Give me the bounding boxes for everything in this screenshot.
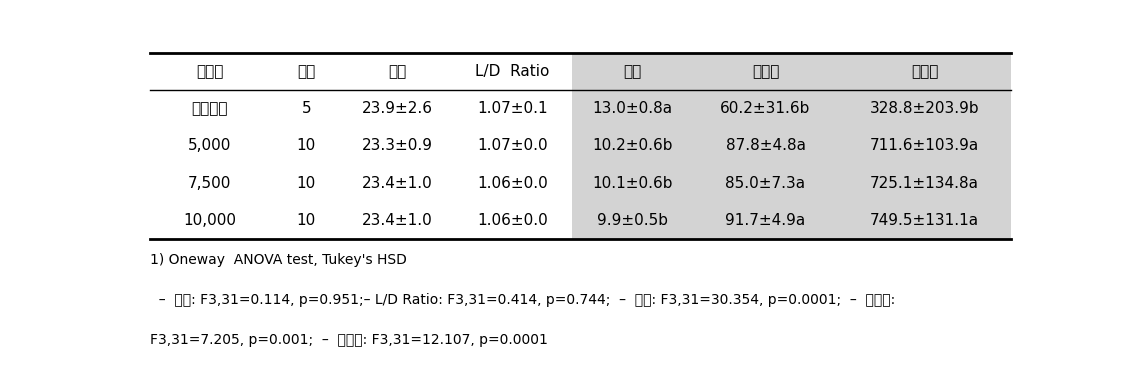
Text: F3,31=7.205, p=0.001;  –  종자수: F3,31=12.107, p=0.0001: F3,31=7.205, p=0.001; – 종자수: F3,31=12.10…: [150, 333, 547, 347]
Text: 91.7±4.9a: 91.7±4.9a: [725, 213, 805, 228]
Text: L/D  Ratio: L/D Ratio: [475, 64, 549, 79]
Text: 85.0±7.3a: 85.0±7.3a: [725, 175, 805, 191]
Text: 10: 10: [297, 138, 316, 154]
Text: 수정률: 수정률: [752, 64, 779, 79]
Text: 10: 10: [297, 175, 316, 191]
Text: 23.9±2.6: 23.9±2.6: [362, 101, 433, 116]
Text: 23.3±0.9: 23.3±0.9: [362, 138, 433, 154]
Text: 당도: 당도: [624, 64, 642, 79]
Text: 10.2±0.6b: 10.2±0.6b: [592, 138, 672, 154]
Text: 반복: 반복: [297, 64, 316, 79]
Text: 9.9±0.5b: 9.9±0.5b: [597, 213, 668, 228]
Text: 10.1±0.6b: 10.1±0.6b: [592, 175, 672, 191]
Text: 종자수: 종자수: [911, 64, 938, 79]
Text: 1) Oneway  ANOVA test, Tukey's HSD: 1) Oneway ANOVA test, Tukey's HSD: [150, 253, 406, 267]
Text: 711.6±103.9a: 711.6±103.9a: [870, 138, 979, 154]
Text: 10: 10: [297, 213, 316, 228]
Text: 60.2±31.6b: 60.2±31.6b: [721, 101, 811, 116]
Text: 1.07±0.1: 1.07±0.1: [477, 101, 548, 116]
Text: 5: 5: [301, 101, 311, 116]
Text: 인공수분: 인공수분: [192, 101, 228, 116]
Text: 87.8±4.8a: 87.8±4.8a: [725, 138, 805, 154]
Text: 7,500: 7,500: [188, 175, 231, 191]
Text: 328.8±203.9b: 328.8±203.9b: [870, 101, 979, 116]
Text: 5,000: 5,000: [188, 138, 231, 154]
Text: 13.0±0.8a: 13.0±0.8a: [592, 101, 672, 116]
Text: 과장: 과장: [388, 64, 407, 79]
Text: 시험구: 시험구: [196, 64, 223, 79]
Text: 725.1±134.8a: 725.1±134.8a: [870, 175, 979, 191]
Text: 749.5±131.1a: 749.5±131.1a: [870, 213, 979, 228]
Text: 10,000: 10,000: [183, 213, 236, 228]
Text: 23.4±1.0: 23.4±1.0: [362, 175, 433, 191]
Text: 23.4±1.0: 23.4±1.0: [362, 213, 433, 228]
Text: 1.06±0.0: 1.06±0.0: [477, 175, 548, 191]
Text: –  과장: F3,31=0.114, p=0.951;– L/D Ratio: F3,31=0.414, p=0.744;  –  당도: F3,31=30.: – 과장: F3,31=0.114, p=0.951;– L/D Ratio: …: [150, 293, 895, 307]
Text: 1.07±0.0: 1.07±0.0: [477, 138, 548, 154]
Text: 1.06±0.0: 1.06±0.0: [477, 213, 548, 228]
